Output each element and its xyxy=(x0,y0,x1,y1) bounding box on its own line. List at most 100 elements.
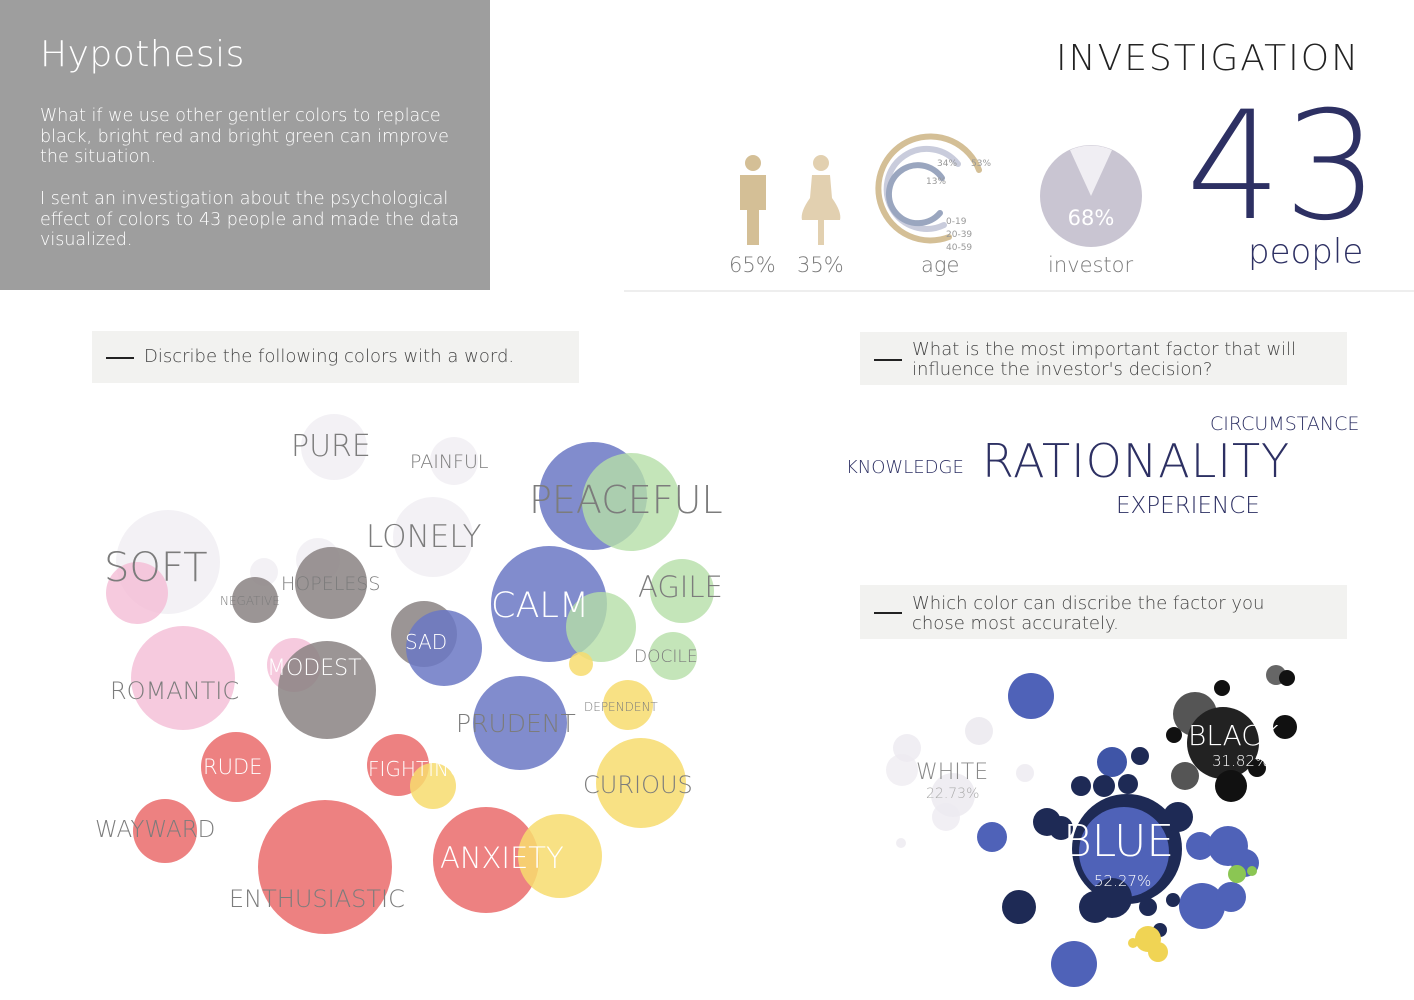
age-group-40-59: 40-59 xyxy=(946,243,972,253)
question-2-box: What is the most important factor that w… xyxy=(860,332,1347,385)
word-bubble xyxy=(473,676,567,770)
word-label-peaceful: PEACEFUL xyxy=(529,478,723,522)
factor-bubble xyxy=(1228,865,1246,883)
word-label-prudent: PRUDENT xyxy=(456,709,576,738)
word-bubble xyxy=(569,652,593,676)
word-label-modest: MODEST xyxy=(267,656,362,681)
word-bubble xyxy=(393,497,473,577)
word-bubble xyxy=(650,559,714,623)
factor-bubble xyxy=(1179,883,1225,929)
word-label-dependent: DEPENDENT xyxy=(584,700,658,714)
hypothesis-title: Hypothesis xyxy=(40,34,245,75)
dash-icon xyxy=(106,357,134,359)
investor-pct: 68% xyxy=(1068,206,1115,230)
word-label-agile: AGILE xyxy=(638,570,723,604)
factor-bubble xyxy=(1216,882,1246,912)
factor-bubble xyxy=(886,754,918,786)
word-bubble xyxy=(278,641,376,739)
word-bubble xyxy=(566,592,636,662)
factor-bubble xyxy=(1128,938,1138,948)
word-bubble xyxy=(258,800,392,934)
factor-bubble xyxy=(1118,774,1138,794)
dash-icon xyxy=(874,612,902,614)
age-group-20-39: 20-39 xyxy=(946,230,972,240)
factor-bubble xyxy=(1016,764,1034,782)
factor-bubble xyxy=(1247,866,1257,876)
female-pct: 35% xyxy=(797,253,844,277)
factor-bubble xyxy=(1186,832,1214,860)
word-bubble xyxy=(649,632,697,680)
age-pct-13: 13% xyxy=(926,177,946,187)
age-arc-0-19 xyxy=(883,145,961,232)
factor-bubble xyxy=(1248,759,1266,777)
factor-bubble xyxy=(1079,891,1111,923)
word-label-wayward: WAYWARD xyxy=(95,817,216,843)
factor-bubble xyxy=(1049,816,1073,840)
factor-bubble xyxy=(1131,747,1149,765)
word-label-calm: CALM xyxy=(491,586,590,626)
factor-bubble xyxy=(1008,673,1054,719)
factor-bubble xyxy=(977,822,1007,852)
word-bubble xyxy=(433,807,539,913)
word-bubble xyxy=(410,763,456,809)
group-label-blue: BLUE xyxy=(1063,816,1175,867)
word-label-docile: DOCILE xyxy=(634,647,698,667)
factor-bubble xyxy=(1051,941,1097,987)
group-label-white: WHITE xyxy=(916,760,989,785)
word-bubble xyxy=(406,610,482,686)
factor-bubble xyxy=(965,717,993,745)
word-label-pure: PURE xyxy=(291,429,371,464)
factor-bubble xyxy=(1079,807,1169,897)
word-bubble xyxy=(201,732,271,802)
word-bubble xyxy=(295,547,367,619)
group-pct-blue: 52.27% xyxy=(1094,872,1152,890)
word-bubble xyxy=(106,562,168,624)
word-bubble xyxy=(301,414,367,480)
factor-bubble xyxy=(1166,727,1182,743)
factor-bubble xyxy=(1187,707,1259,779)
question-3-box: Which color can discribe the factor you … xyxy=(860,585,1347,639)
question-1-text: Discribe the following colors with a wor… xyxy=(144,346,515,367)
factor-bubble xyxy=(1002,890,1036,924)
word-label-curious: CURIOUS xyxy=(583,771,693,799)
factor-bubble xyxy=(1171,762,1199,790)
age-arc-20-39 xyxy=(875,133,982,244)
word-bubble xyxy=(582,453,680,551)
demographics-graphics: 34% 53% 13% 0-19 20-39 40-59 68% xyxy=(740,133,1142,253)
word-label-rude: RUDE xyxy=(203,755,263,779)
investigation-title: INVESTIGATION xyxy=(1056,38,1360,79)
word-label-lonely: LONELY xyxy=(366,519,482,555)
factor-bubble xyxy=(1097,747,1127,777)
word-label-anxiety: ANXIETY xyxy=(440,841,564,875)
question-3-text: Which color can discribe the factor you … xyxy=(912,593,1265,634)
word-bubble xyxy=(232,577,278,623)
factor-bubble xyxy=(1148,942,1168,962)
factor-bubble xyxy=(1215,770,1247,802)
group-pct-black: 31.82% xyxy=(1212,752,1270,770)
investor-label: investor xyxy=(1048,253,1134,277)
factor-bubble xyxy=(1279,670,1295,686)
factor-bubble xyxy=(1139,898,1157,916)
age-chart xyxy=(875,133,982,244)
factor-circumstance: CIRCUMSTANCE xyxy=(1210,413,1360,435)
word-bubble xyxy=(518,814,602,898)
factor-bubble xyxy=(896,838,906,848)
people-count: 43 xyxy=(1186,80,1381,254)
factor-bubble xyxy=(932,803,960,831)
hypothesis-paragraph-1: What if we use other gentler colors to r… xyxy=(40,106,449,167)
factor-bubble xyxy=(1214,680,1230,696)
word-label-sad: SAD xyxy=(405,630,448,654)
word-bubble xyxy=(603,680,653,730)
investor-pie xyxy=(1040,145,1142,247)
word-label-enthusiastic: ENTHUSIASTIC xyxy=(229,885,405,913)
factor-knowledge: KNOWLEDGE xyxy=(846,457,964,478)
word-label-painful: PAINFUL xyxy=(410,451,489,473)
word-label-hopeless: HOPELESS xyxy=(281,573,381,595)
age-group-0-19: 0-19 xyxy=(946,217,967,227)
factor-bubble xyxy=(1273,715,1297,739)
factor-experience: EXPERIENCE xyxy=(1116,493,1260,519)
hypothesis-panel: Hypothesis What if we use other gentler … xyxy=(0,0,490,290)
factor-bubble xyxy=(1163,802,1193,832)
